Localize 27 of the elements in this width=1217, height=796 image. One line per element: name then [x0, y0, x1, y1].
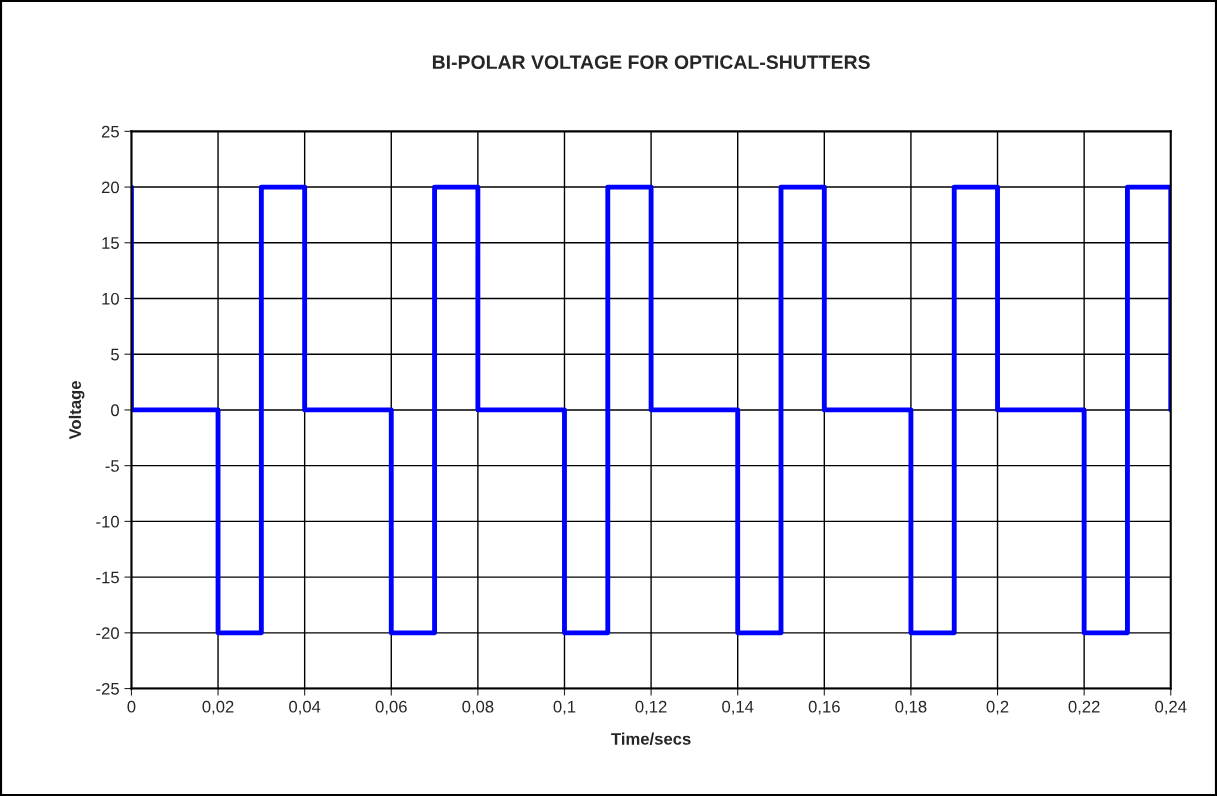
x-tick-label: 0,24: [1155, 700, 1187, 715]
y-tick-label: -5: [105, 460, 119, 472]
x-tick-label: 0,02: [202, 700, 234, 715]
y-tick-label: -20: [96, 627, 119, 640]
x-tick-label: 0,04: [289, 700, 321, 715]
y-tick-label: 15: [102, 237, 119, 249]
x-tick-label: 0,16: [808, 700, 840, 715]
y-tick-label: -25: [96, 682, 119, 695]
x-tick-label: 0,1: [553, 700, 576, 715]
y-tick-label: 20: [101, 181, 119, 194]
x-tick-label: 0: [127, 700, 136, 713]
x-tick-label: 0,06: [375, 700, 407, 715]
y-tick-label: -10: [96, 515, 119, 528]
x-axis-title: Time/secs: [611, 732, 691, 745]
y-tick-label: 5: [111, 348, 119, 361]
y-axis-title: Voltage: [68, 381, 85, 440]
x-tick-label: 0,22: [1068, 700, 1100, 715]
x-tick-label: 0,2: [986, 700, 1009, 715]
y-tick-label: 0: [111, 404, 119, 417]
x-tick-label: 0,08: [462, 700, 494, 715]
x-tick-label: 0,18: [895, 700, 927, 715]
y-tick-label: -15: [96, 571, 119, 584]
chart-title: BI-POLAR VOLTAGE FOR OPTICAL-SHUTTERS: [432, 55, 870, 70]
y-tick-label: 10: [102, 292, 119, 305]
y-tick-label: 25: [101, 125, 119, 138]
x-tick-label: 0,14: [722, 700, 754, 715]
x-tick-label: 0,12: [635, 700, 667, 715]
